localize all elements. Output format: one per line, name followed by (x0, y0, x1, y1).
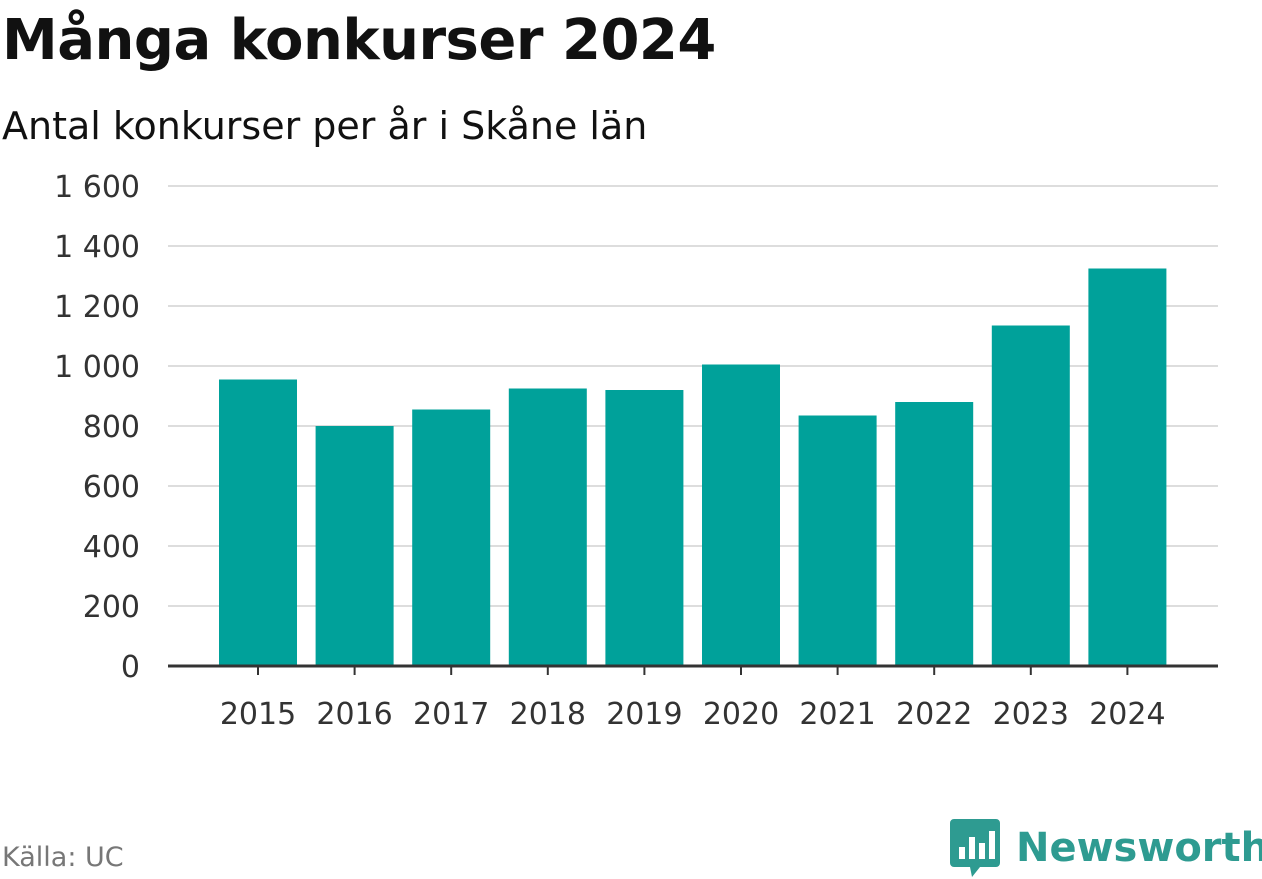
y-tick-label: 200 (83, 590, 140, 625)
source-note: Källa: UC (2, 842, 124, 873)
brand-name: Newsworthy (1016, 825, 1262, 871)
x-tick-label: 2015 (220, 697, 296, 732)
x-tick-label: 2021 (799, 697, 875, 732)
y-tick-label: 800 (83, 410, 140, 445)
bar-2019 (605, 390, 684, 666)
bar-2015 (219, 379, 297, 666)
x-tick-label: 2016 (316, 697, 392, 732)
y-tick-label: 400 (83, 530, 140, 565)
y-tick-label: 0 (121, 650, 140, 685)
y-tick-label: 1 600 (54, 170, 140, 205)
x-tick-label: 2019 (606, 697, 682, 732)
y-axis-ticks: 0 200 400 600 800 1 000 1 200 1 400 1 600 (54, 170, 140, 685)
bar-2016 (315, 426, 394, 666)
bar-2021 (798, 415, 877, 666)
bar-2023 (991, 325, 1070, 666)
y-tick-label: 1 200 (54, 290, 140, 325)
y-tick-label: 1 000 (54, 350, 140, 385)
bars (219, 268, 1167, 666)
x-tick-label: 2018 (510, 697, 586, 732)
y-tick-label: 600 (83, 470, 140, 505)
chart-subtitle: Antal konkurser per år i Skåne län (2, 104, 648, 148)
x-tick-label: 2023 (993, 697, 1069, 732)
bar-2018 (508, 388, 587, 666)
bar-2024 (1088, 268, 1167, 666)
chart-title: Många konkurser 2024 (2, 8, 716, 73)
bar-2017 (412, 409, 491, 666)
brand: Newsworthy (950, 818, 1262, 878)
x-axis-ticks: 2015 2016 2017 2018 2019 2020 2021 2022 2023 2024 (168, 664, 1218, 732)
bar-2022 (895, 402, 974, 666)
y-tick-label: 1 400 (54, 230, 140, 265)
x-tick-label: 2020 (703, 697, 779, 732)
newsworthy-logo-icon (950, 819, 1000, 877)
x-tick-label: 2017 (413, 697, 489, 732)
x-tick-label: 2024 (1089, 697, 1165, 732)
x-tick-label: 2022 (896, 697, 972, 732)
bar-2020 (702, 364, 780, 666)
